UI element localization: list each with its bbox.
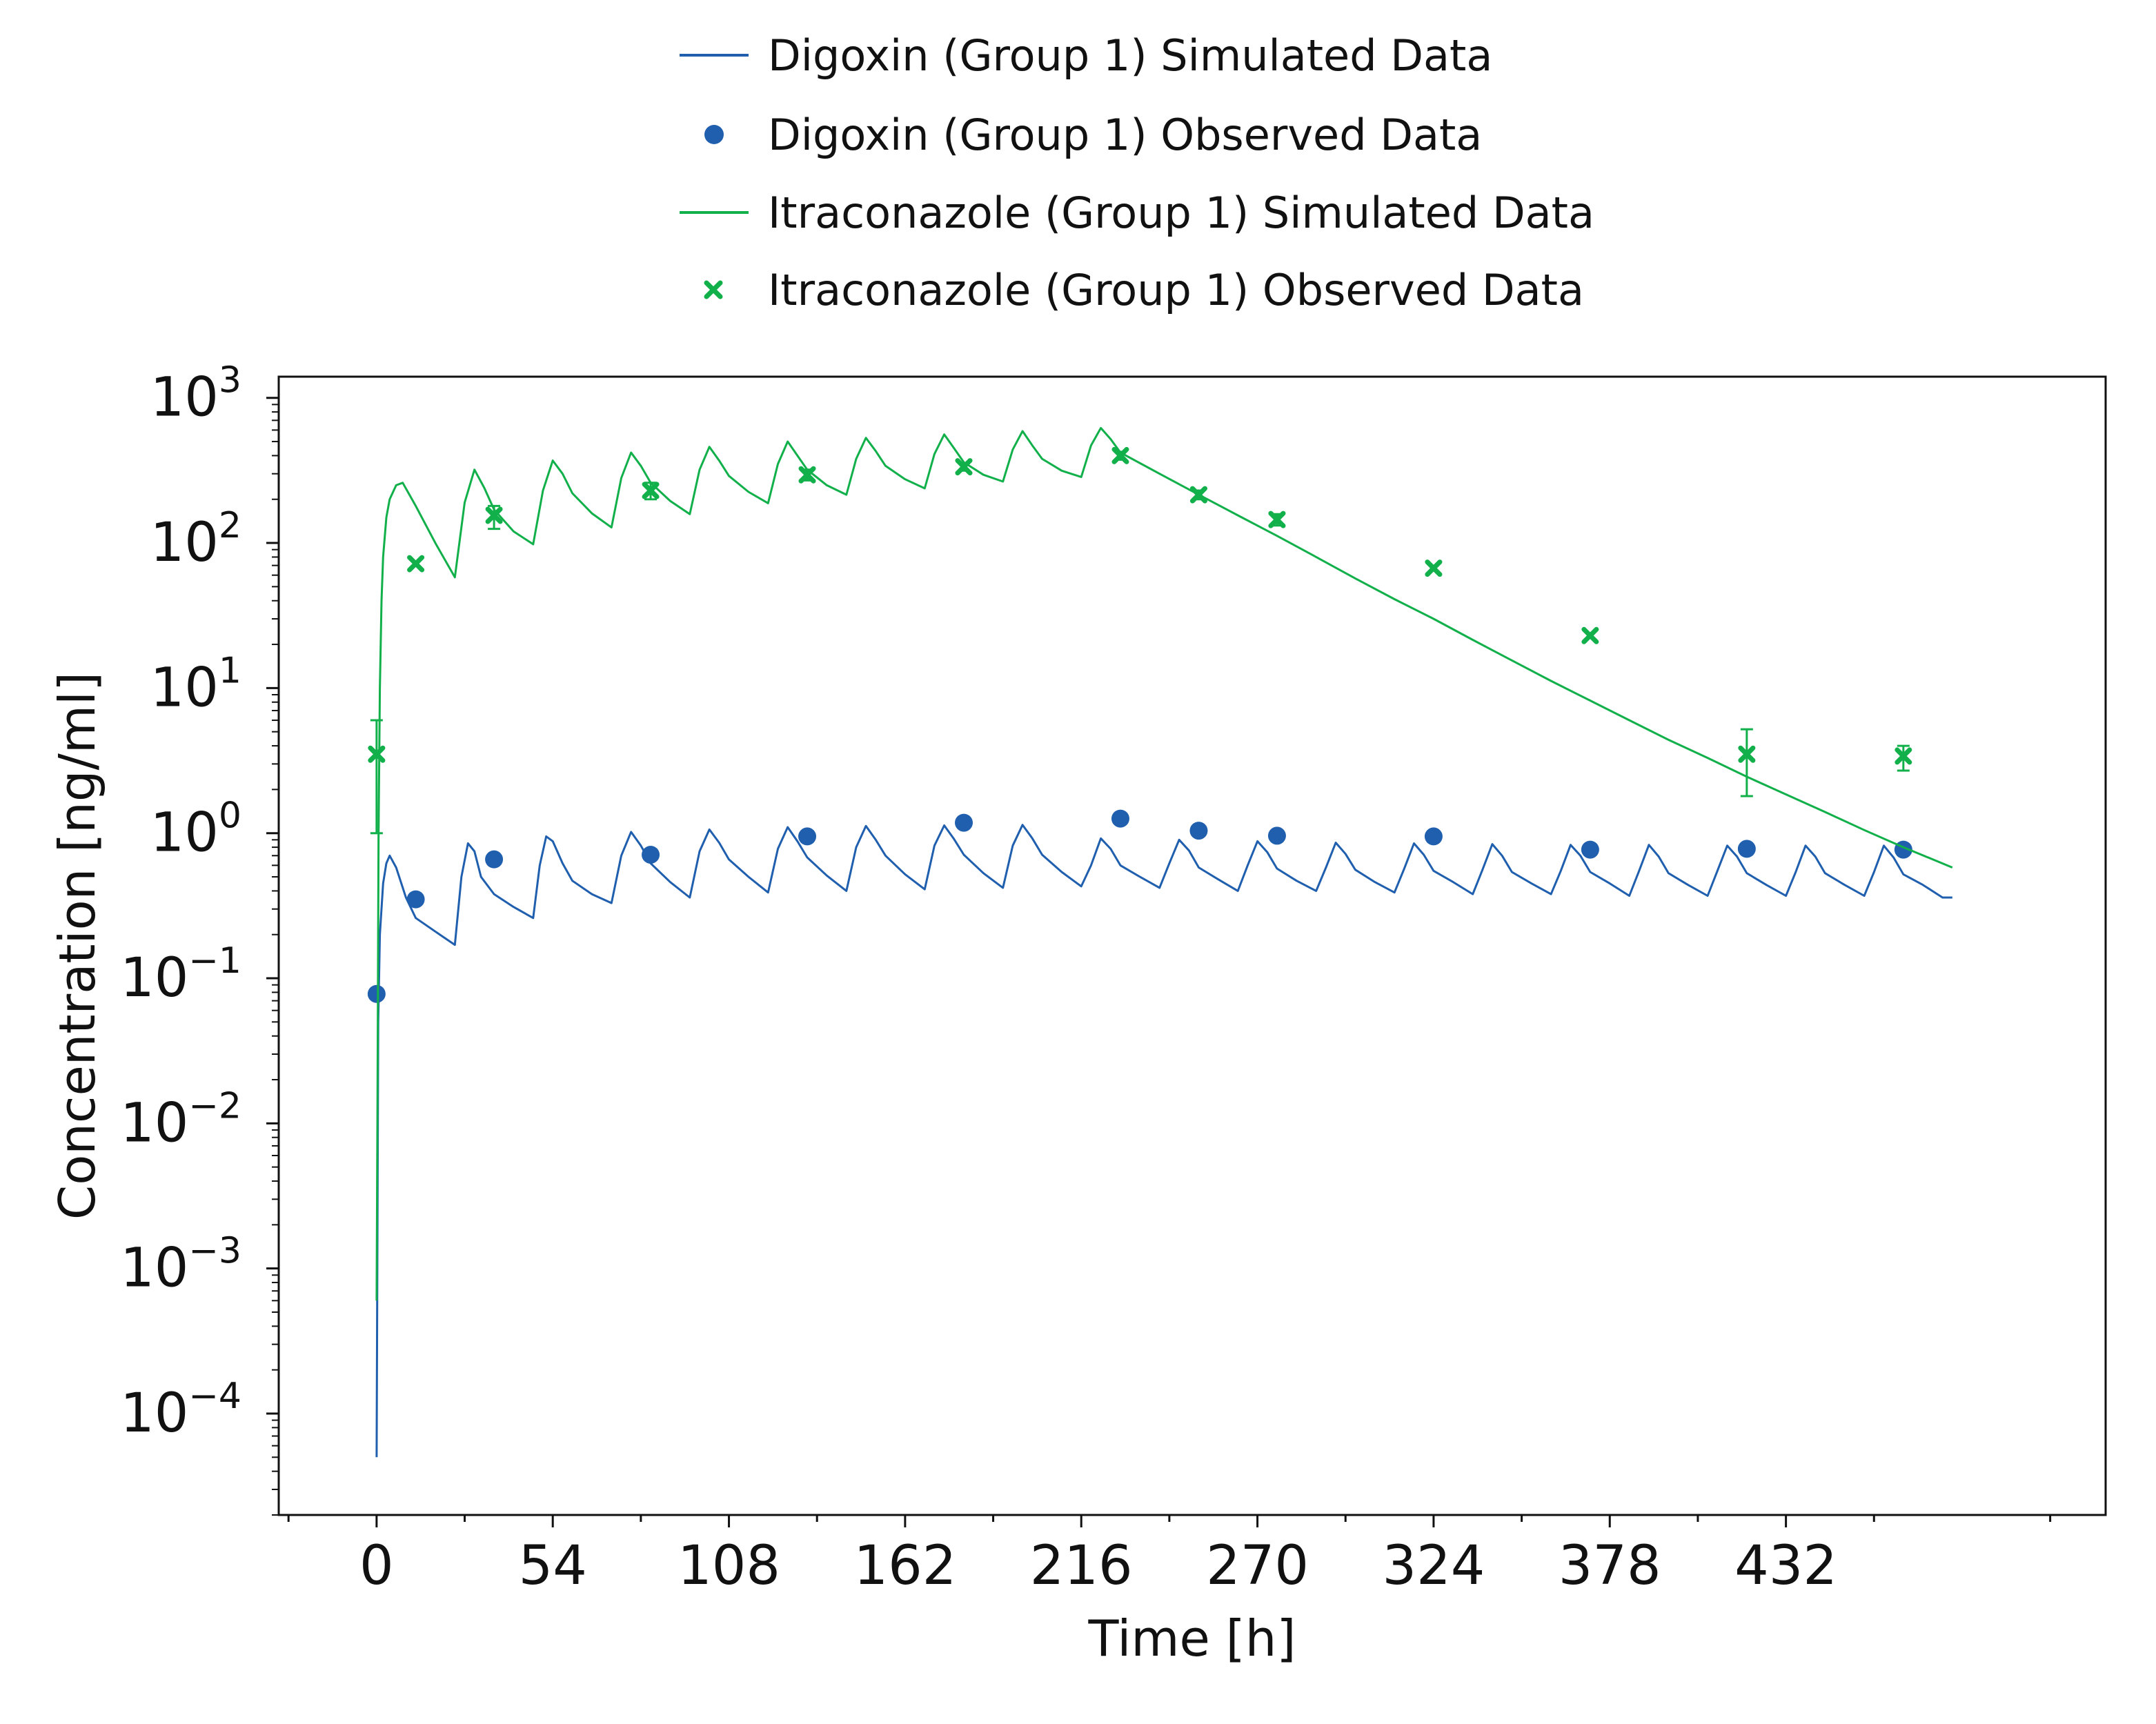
data-point-itraconazole-group-1-observed-data: [1189, 486, 1207, 504]
data-point-itraconazole-group-1-observed-data: [1895, 747, 1912, 765]
data-point-digoxin-group-1-observed-data: [485, 850, 504, 869]
marker-stroke: [798, 466, 816, 484]
x-tick-label: 216: [1030, 1535, 1133, 1597]
y-tick-label: 103: [150, 360, 241, 429]
legend-swatch-digoxin-observed: [704, 125, 724, 144]
plot-frame: [277, 375, 2107, 1516]
data-point-digoxin-group-1-observed-data: [1424, 827, 1443, 846]
y-tick-label: 10−4: [120, 1376, 241, 1445]
marker-stroke: [1895, 747, 1912, 765]
data-point-itraconazole-group-1-observed-data: [1738, 745, 1756, 763]
legend: Digoxin (Group 1) Simulated Data Digoxin…: [680, 30, 1594, 315]
x-tick-label: 270: [1206, 1535, 1309, 1597]
legend-label-itraconazole-observed: Itraconazole (Group 1) Observed Data: [768, 265, 1584, 315]
data-point-digoxin-group-1-observed-data: [1111, 809, 1129, 828]
error-bar: [370, 719, 383, 835]
data-point-digoxin-group-1-observed-data: [406, 890, 425, 909]
marker-stroke: [1189, 486, 1207, 504]
y-tick-label: 102: [150, 505, 241, 574]
data-point-itraconazole-group-1-observed-data: [955, 458, 973, 476]
data-point-itraconazole-group-1-observed-data: [407, 555, 425, 573]
series-line-itraconazole-group-1-simulated-data: [375, 426, 1953, 1301]
data-point-digoxin-group-1-observed-data: [367, 984, 386, 1003]
series-line-digoxin-group-1-simulated-data: [375, 824, 1952, 1458]
x-axis-label: Time [h]: [1088, 1609, 1296, 1667]
x-tick-label: 108: [678, 1535, 780, 1597]
data-point-digoxin-group-1-observed-data: [955, 813, 973, 832]
x-tick-label: 432: [1734, 1535, 1837, 1597]
plot-area: [367, 426, 1953, 1458]
data-point-itraconazole-group-1-observed-data: [485, 506, 503, 524]
marker-stroke: [1738, 745, 1756, 763]
x-tick-label: 324: [1382, 1535, 1485, 1597]
marker-stroke: [1268, 511, 1286, 528]
data-point-digoxin-group-1-observed-data: [798, 827, 817, 846]
data-point-digoxin-group-1-observed-data: [1581, 840, 1599, 859]
data-point-digoxin-group-1-observed-data: [642, 845, 660, 864]
error-bar: [1740, 728, 1753, 797]
y-tick-label: 10−1: [120, 940, 241, 1009]
legend-label-itraconazole-simulated: Itraconazole (Group 1) Simulated Data: [768, 188, 1594, 238]
axis-tick-labels: 0 54 108 162 216 270 324 378 432 10−4 10−3 10−2 10−1…: [120, 360, 1837, 1597]
data-point-itraconazole-group-1-observed-data: [368, 745, 386, 763]
data-point-itraconazole-group-1-observed-data: [1268, 511, 1286, 528]
data-point-digoxin-group-1-observed-data: [1737, 840, 1756, 858]
y-tick-label: 101: [150, 650, 241, 719]
data-point-itraconazole-group-1-observed-data: [1111, 446, 1129, 464]
legend-swatch-itraconazole-observed: [704, 280, 723, 299]
marker-stroke: [407, 555, 425, 573]
data-point-digoxin-group-1-observed-data: [1267, 826, 1286, 845]
data-point-itraconazole-group-1-observed-data: [1581, 626, 1599, 644]
x-tick-label: 0: [359, 1535, 394, 1597]
y-tick-label: 100: [150, 795, 241, 864]
x-tick-label: 54: [519, 1535, 587, 1597]
y-tick-label: 10−2: [120, 1085, 241, 1154]
y-tick-label: 10−3: [120, 1231, 241, 1300]
legend-label-digoxin-observed: Digoxin (Group 1) Observed Data: [768, 110, 1482, 160]
x-tick-label: 162: [853, 1535, 956, 1597]
axis-ticks: [266, 397, 2052, 1527]
marker-stroke: [1581, 626, 1599, 644]
data-point-itraconazole-group-1-observed-data: [642, 482, 660, 499]
legend-label-digoxin-simulated: Digoxin (Group 1) Simulated Data: [768, 30, 1492, 81]
data-point-digoxin-group-1-observed-data: [1189, 822, 1208, 840]
y-axis-label: Concentration [ng/ml]: [48, 672, 106, 1220]
marker-stroke: [1425, 559, 1443, 577]
x-tick-label: 378: [1559, 1535, 1661, 1597]
marker-stroke: [485, 506, 503, 524]
data-point-itraconazole-group-1-observed-data: [1425, 559, 1443, 577]
data-point-itraconazole-group-1-observed-data: [798, 466, 816, 484]
marker-stroke: [955, 458, 973, 476]
marker-stroke: [1111, 446, 1129, 464]
marker-stroke: [642, 482, 660, 499]
marker-stroke: [368, 745, 386, 763]
